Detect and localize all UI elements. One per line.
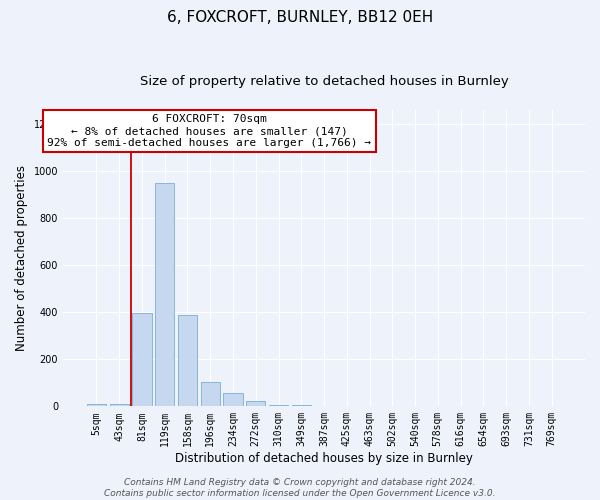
- Bar: [178, 314, 197, 406]
- Bar: [200, 382, 220, 406]
- Text: Contains HM Land Registry data © Crown copyright and database right 2024.
Contai: Contains HM Land Registry data © Crown c…: [104, 478, 496, 498]
- Bar: [246, 401, 265, 406]
- Bar: [223, 394, 242, 406]
- Text: 6 FOXCROFT: 70sqm
← 8% of detached houses are smaller (147)
92% of semi-detached: 6 FOXCROFT: 70sqm ← 8% of detached house…: [47, 114, 371, 148]
- Bar: [269, 405, 288, 406]
- X-axis label: Distribution of detached houses by size in Burnley: Distribution of detached houses by size …: [175, 452, 473, 465]
- Y-axis label: Number of detached properties: Number of detached properties: [15, 165, 28, 351]
- Bar: [87, 404, 106, 406]
- Bar: [292, 405, 311, 406]
- Text: 6, FOXCROFT, BURNLEY, BB12 0EH: 6, FOXCROFT, BURNLEY, BB12 0EH: [167, 10, 433, 25]
- Bar: [132, 314, 152, 406]
- Bar: [110, 404, 129, 406]
- Bar: [155, 183, 175, 406]
- Title: Size of property relative to detached houses in Burnley: Size of property relative to detached ho…: [140, 75, 508, 88]
